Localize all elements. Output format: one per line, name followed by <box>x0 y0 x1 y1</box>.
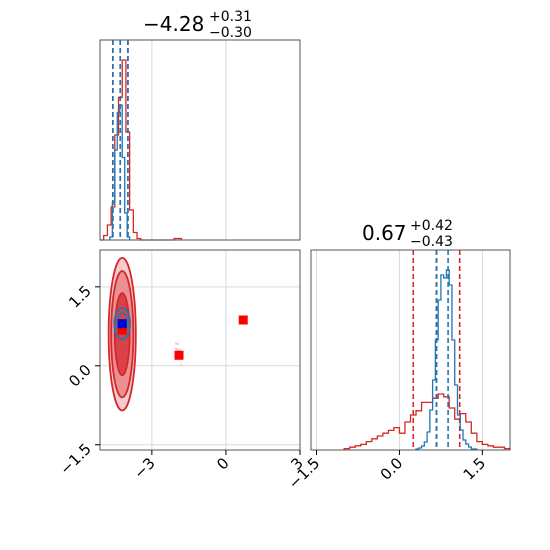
scatter-point-b-1 <box>175 342 178 345</box>
yticks-p3: −1.5 0.0 1.5 <box>56 282 100 478</box>
ytick-label-p3-0: −1.5 <box>56 440 94 478</box>
scatter-point-b-12 <box>177 349 180 352</box>
grid-p1 <box>151 40 301 240</box>
scatter-point-b-13 <box>180 363 183 366</box>
ytick-label-p3-2: 1.5 <box>65 282 95 312</box>
xtick-label-p2-2: 1.5 <box>460 454 490 484</box>
hist-step-p2-series-1 <box>415 269 478 450</box>
title-2-plus: +0.42 <box>410 218 453 234</box>
panel-marginal-param-2: 0.67 +0.42 −0.43 −1.5 0.0 1.5 <box>285 218 511 493</box>
title-1-plus: +0.31 <box>209 9 252 25</box>
title-2-main: 0.67 <box>362 221 407 245</box>
histogram-p1 <box>100 40 183 241</box>
marker-0 <box>117 325 127 335</box>
xticks-p3: −3 0 3 <box>130 450 307 482</box>
marker-3 <box>117 319 127 329</box>
title-2-minus: −0.43 <box>410 234 453 250</box>
axes-frame-p2 <box>310 249 511 451</box>
contour-3 <box>113 306 132 341</box>
marker-2 <box>238 315 248 325</box>
axes-frame-p3 <box>99 249 301 451</box>
markers <box>117 315 248 360</box>
grid-p2 <box>316 250 483 450</box>
ytick-label-p3-1: 0.0 <box>65 361 95 391</box>
xtick-label-p3-1: 0 <box>213 454 232 473</box>
xtick-label-p2-1: 0.0 <box>377 454 407 484</box>
scatter-point-b-10 <box>176 348 179 351</box>
axes-frame-p1 <box>99 39 301 241</box>
panel-marginal-param-1: −4.28 +0.31 −0.30 <box>99 9 301 241</box>
xticks-p2: −1.5 0.0 1.5 <box>285 450 489 493</box>
histogram-p2 <box>343 250 511 450</box>
panel-joint-2d: −3 0 3 −1.50.01.5 <box>56 249 307 482</box>
hist-step-p2-series-0 <box>343 393 511 450</box>
scatter-point-b-4 <box>174 347 177 350</box>
title-1-minus: −0.30 <box>209 25 252 41</box>
scatter-point-b-7 <box>176 342 179 345</box>
title-1-main: −4.28 <box>143 12 204 36</box>
xtick-label-p3-0: −3 <box>130 454 158 482</box>
marker-1 <box>174 350 184 360</box>
scatter-point-b-8 <box>179 349 182 352</box>
